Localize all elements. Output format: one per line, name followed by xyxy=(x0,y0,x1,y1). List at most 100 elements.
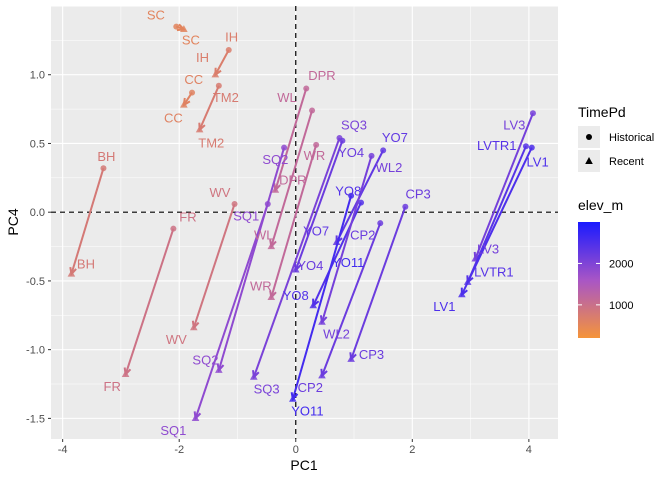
arrow-segment xyxy=(192,203,236,328)
recent-point xyxy=(458,290,466,298)
historical-point xyxy=(231,200,238,207)
site-wr xyxy=(267,141,320,301)
arrow-segment xyxy=(274,88,308,191)
x-tick-label: -2 xyxy=(174,444,184,456)
arrow-segment xyxy=(321,155,373,323)
arrow-segment xyxy=(270,110,314,247)
arrow-segment xyxy=(194,203,269,419)
axis-ticks: -4 -2 0 2 4 -1.5 -1.0 -0.5 0.0 0.5 1.0 xyxy=(26,70,532,456)
y-tick-label: -0.5 xyxy=(26,276,45,288)
site-label-recent: CP3 xyxy=(359,347,384,362)
site-label-historical: WR xyxy=(304,148,326,163)
site-fr xyxy=(121,225,177,377)
historical-point xyxy=(377,220,384,227)
recent-point xyxy=(250,372,258,380)
site-label-historical: YO4 xyxy=(338,145,364,160)
recent-point xyxy=(309,301,318,309)
site-label-historical: WL2 xyxy=(376,160,403,175)
site-label-recent: FR xyxy=(104,379,121,394)
site-label-recent: DPR xyxy=(279,173,306,188)
reference-lines xyxy=(51,6,558,439)
historical-point xyxy=(170,225,177,232)
arrow-segment xyxy=(291,195,353,400)
site-label-recent: TM2 xyxy=(198,135,224,150)
site-label-historical: SQ3 xyxy=(341,118,367,133)
arrow-segment xyxy=(124,228,175,375)
site-yo11 xyxy=(289,192,355,402)
recent-point xyxy=(318,371,326,379)
historical-point xyxy=(225,46,232,53)
site-label-historical: FR xyxy=(179,210,196,225)
site-label-historical: LV1 xyxy=(527,155,549,170)
site-bh xyxy=(67,165,107,277)
arrow-segment xyxy=(460,147,533,296)
recent-point xyxy=(267,242,276,250)
site-label-recent: WR xyxy=(250,278,272,293)
legend-recent-label: Recent xyxy=(609,156,644,168)
historical-point xyxy=(303,85,310,92)
arrow-segment xyxy=(214,49,230,76)
site-tm2 xyxy=(195,82,222,133)
recent-point xyxy=(180,25,188,32)
legend-timepd-title: TimePd xyxy=(578,104,626,120)
site-sq3 xyxy=(250,134,343,380)
site-label-recent: LV1 xyxy=(433,299,455,314)
arrow-segment xyxy=(217,147,286,371)
recent-point xyxy=(291,265,300,273)
legend-colorbar xyxy=(578,222,600,338)
recent-point xyxy=(195,125,204,133)
site-label-recent: WL2 xyxy=(323,327,350,342)
legend-elev: elev_m 1000 2000 xyxy=(578,197,633,338)
recent-point xyxy=(271,185,280,193)
y-tick-label: 1.0 xyxy=(30,70,45,82)
site-label-historical: CP2 xyxy=(350,228,375,243)
site-label-historical: WL xyxy=(277,90,297,105)
arrow-segment xyxy=(198,85,220,131)
y-tick-label: -1.5 xyxy=(26,413,45,425)
historical-point xyxy=(358,199,365,206)
recent-point xyxy=(67,269,76,277)
legend-timepd: TimePd Historical Recent xyxy=(578,104,654,172)
site-label-recent: WL xyxy=(254,228,274,243)
y-axis-title: PC4 xyxy=(5,208,21,235)
site-label-historical: LVTR1 xyxy=(477,138,517,153)
recent-point xyxy=(189,323,198,331)
historical-point xyxy=(100,165,107,172)
site-sc xyxy=(173,23,188,32)
site-cp2 xyxy=(318,220,384,379)
historical-point xyxy=(528,144,535,151)
site-label-historical: SC xyxy=(147,8,165,23)
recent-point xyxy=(318,317,326,325)
y-tick-label: 0.0 xyxy=(30,207,45,219)
x-tick-label: -4 xyxy=(58,444,68,456)
site-label-historical: SQ2 xyxy=(262,152,288,167)
colorbar-tick-label: 2000 xyxy=(609,258,633,270)
recent-point xyxy=(289,394,297,402)
historical-point xyxy=(348,192,355,199)
site-cc xyxy=(180,89,196,108)
site-label-recent: LVTR1 xyxy=(474,265,514,280)
arrow-segment xyxy=(294,140,344,271)
site-label-recent: CP2 xyxy=(298,380,323,395)
site-label-recent: YO11 xyxy=(291,404,323,419)
historical-point xyxy=(522,143,529,150)
historical-point xyxy=(313,141,320,148)
site-label-recent: SQ2 xyxy=(192,353,218,368)
site-labels: SC SC IH IH CC CC TM2 TM2 BH BH DPR DPR WL WL WR WR WV WV… xyxy=(77,8,549,438)
x-tick-label: 0 xyxy=(293,444,299,456)
site-wl2 xyxy=(318,152,375,325)
historical-point xyxy=(309,107,316,114)
site-label-historical: YO8 xyxy=(335,184,361,199)
colorbar-tick-label: 1000 xyxy=(609,300,633,312)
site-label-recent: YO8 xyxy=(283,288,309,303)
site-sq1 xyxy=(191,200,271,421)
site-label-historical: WV xyxy=(210,185,231,200)
arrow-segment xyxy=(252,137,341,378)
site-lv1 xyxy=(458,144,535,298)
site-label-historical: TM2 xyxy=(213,90,239,105)
legend-elev-title: elev_m xyxy=(578,197,623,213)
historical-point xyxy=(380,147,387,154)
site-label-historical: CP3 xyxy=(405,186,430,201)
site-label-recent: LV3 xyxy=(477,241,499,256)
site-label-historical: SQ1 xyxy=(233,208,259,223)
